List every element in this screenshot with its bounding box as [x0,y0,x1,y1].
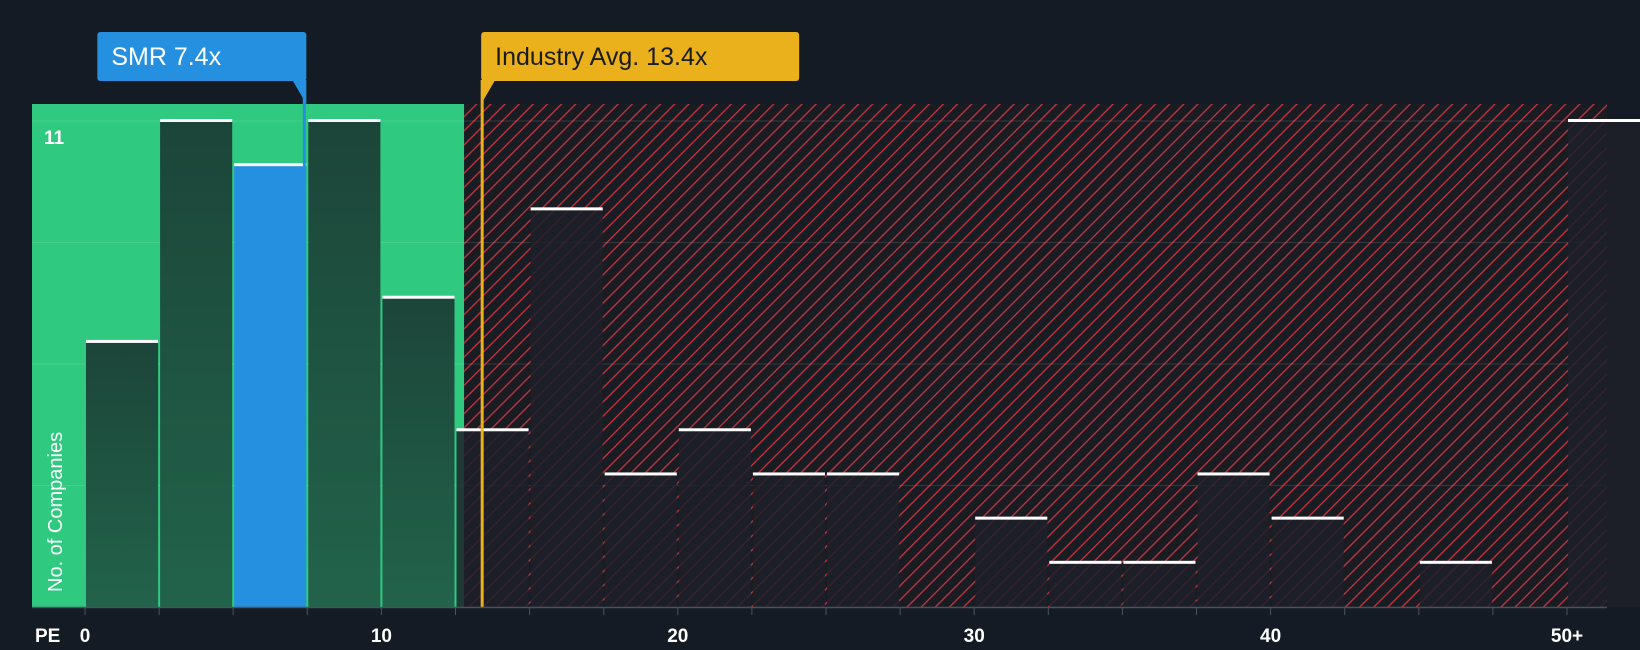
histogram-bar [160,121,233,607]
industry-callout: Industry Avg. 13.4x [481,32,800,104]
bar-cap [678,428,751,432]
histogram-bar [308,121,381,607]
bar-cap [382,295,455,299]
x-tick-label: 20 [667,626,688,647]
x-tick-label: 40 [1260,626,1281,647]
histogram-bar [382,297,455,607]
industry-callout-box [481,32,800,81]
histogram-bar [1049,562,1122,607]
histogram-bar [456,430,529,607]
bar-cap [456,428,529,432]
x-tick-label: 0 [80,626,91,647]
industry-callout-label: Industry Avg. 13.4x [495,43,708,71]
histogram-bar [604,474,677,607]
company-callout-box [97,32,307,81]
bar-cap [752,472,825,476]
bar-cap [1123,560,1196,564]
bar-cap [1419,560,1492,564]
histogram-bar [530,209,603,607]
bar-cap [1568,119,1640,122]
bar-cap [975,516,1048,520]
bar-cap [1271,516,1344,520]
y-max-label: 11 [44,128,65,149]
bar-cap [86,339,159,343]
bar-cap [308,119,381,122]
company-callout-pointer [292,80,307,104]
histogram-bar [1568,121,1640,607]
histogram-bar [1123,562,1196,607]
histogram-bar [1419,562,1492,607]
histogram-bar [678,430,751,607]
company-callout-label: SMR 7.4x [111,43,221,71]
bar-cap [827,472,900,476]
bar-cap [160,119,233,122]
bar-cap [234,163,307,167]
y-axis-label: No. of Companies [45,432,67,592]
histogram-bar [86,341,159,607]
histogram-bar [1271,518,1344,607]
x-tick-label: 50+ [1551,626,1583,647]
company-callout: SMR 7.4x [97,32,307,104]
x-axis-label: PE [35,626,60,647]
bar-cap [604,472,677,476]
histogram-bar [234,165,307,607]
histogram-bar [1197,474,1270,607]
bar-cap [530,207,603,211]
histogram-bar [752,474,825,607]
bar-cap [1049,560,1122,564]
histogram-bar [827,474,900,607]
bar-cap [1197,472,1270,476]
x-tick-label: 10 [371,626,392,647]
industry-callout-pointer [481,80,496,104]
x-tick-label: 30 [964,626,985,647]
histogram-bar [975,518,1048,607]
